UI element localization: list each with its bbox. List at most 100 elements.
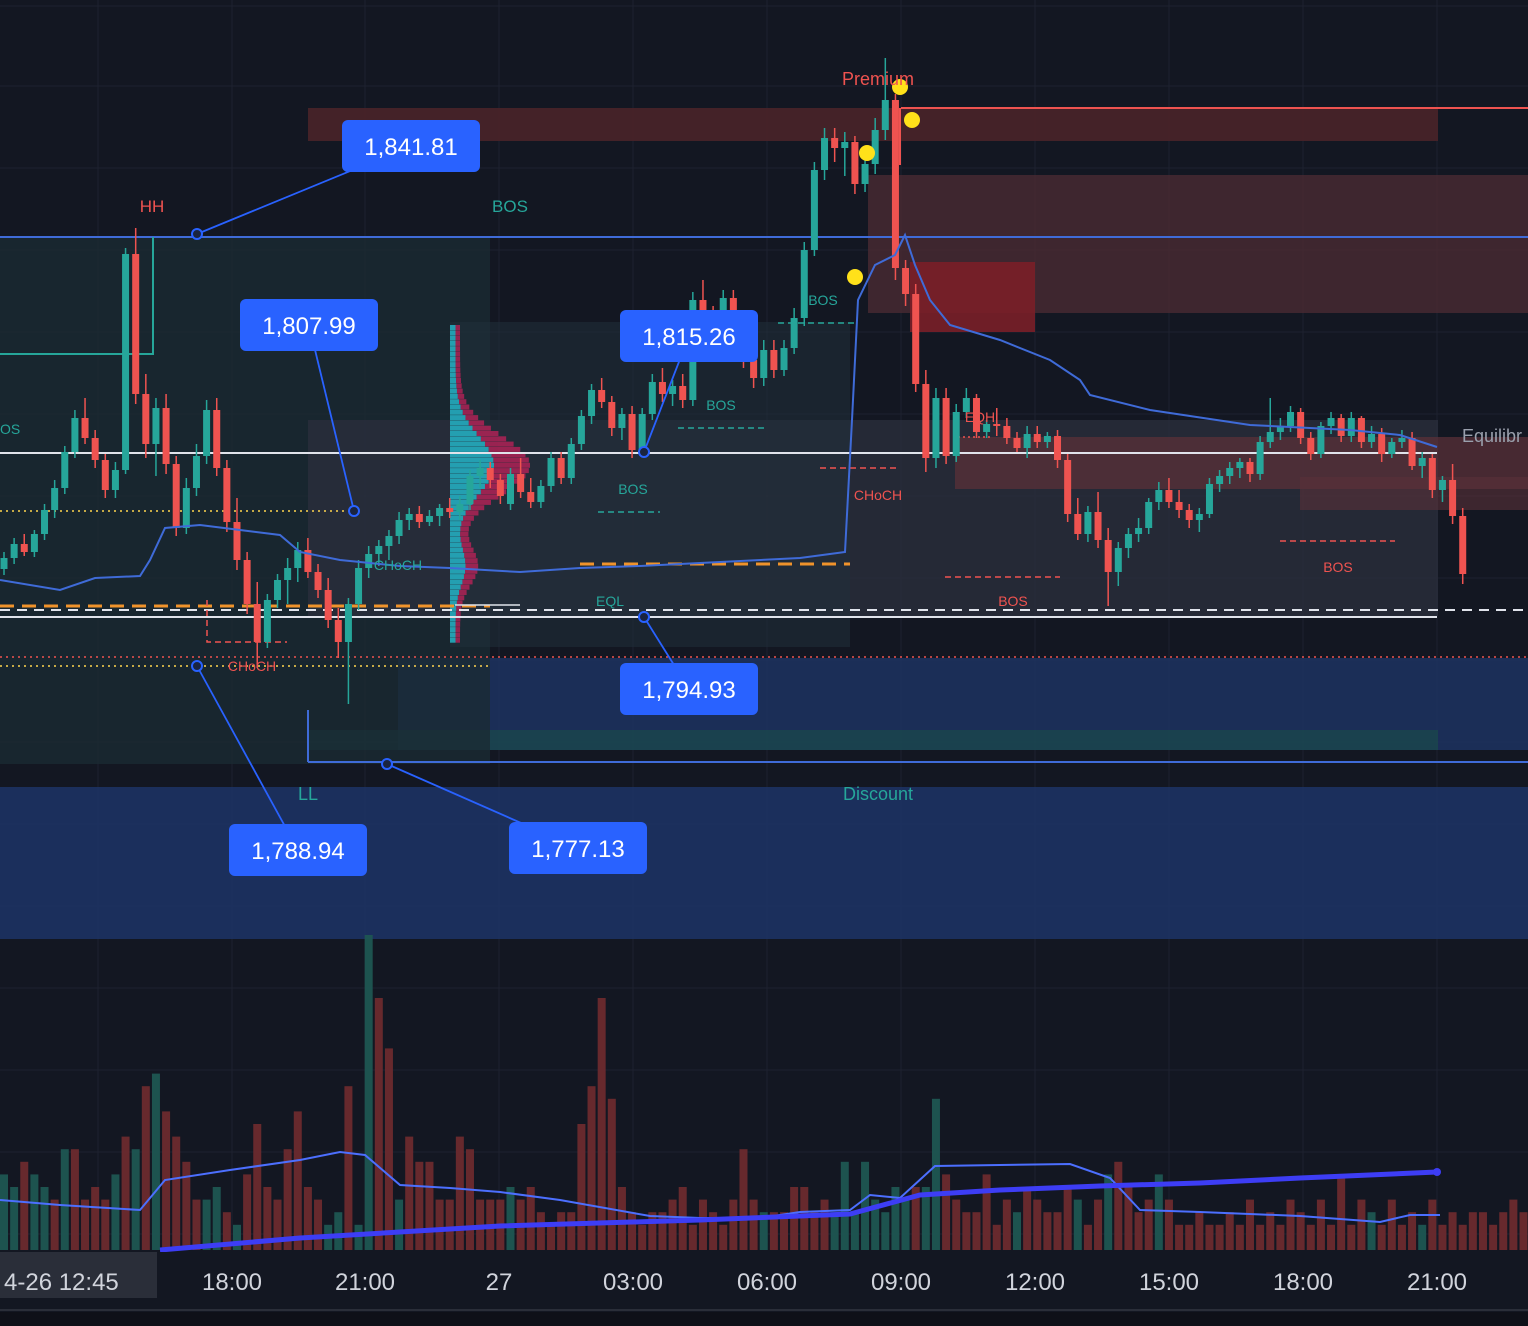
volume-bar bbox=[638, 1224, 647, 1250]
candle-body bbox=[1114, 548, 1122, 572]
candle-body bbox=[355, 568, 363, 604]
candle-body bbox=[942, 398, 950, 456]
volume-bar bbox=[354, 1224, 363, 1250]
volume-bar bbox=[1013, 1212, 1021, 1250]
time-tick-label: 12:00 bbox=[1005, 1269, 1065, 1296]
volume-profile-bar-up bbox=[450, 378, 457, 383]
candle-body bbox=[891, 100, 899, 268]
swing-high-dot bbox=[904, 112, 920, 128]
volume-bar bbox=[1296, 1212, 1305, 1250]
candle-body bbox=[365, 554, 373, 568]
candle-body bbox=[1124, 534, 1132, 548]
volume-bar bbox=[1448, 1212, 1457, 1250]
volume-profile-bar-down bbox=[455, 356, 461, 362]
volume-profile-bar-down bbox=[491, 452, 526, 458]
candle-body bbox=[1449, 480, 1457, 516]
price-callouts: 1,841.81 1,807.99 1,815.26 1,794.93 1,788.94… bbox=[191, 120, 758, 876]
volume-profile-bar-down bbox=[463, 515, 474, 521]
candle-body bbox=[760, 350, 768, 378]
discount-label: Discount bbox=[843, 784, 913, 804]
choch-label-left: CHoCH bbox=[228, 658, 276, 674]
volume-bar bbox=[253, 1124, 262, 1250]
volume-bar bbox=[901, 1199, 910, 1250]
volume-profile-bar-up bbox=[450, 404, 461, 410]
candle-body bbox=[466, 476, 474, 504]
volume-bar bbox=[1519, 1212, 1528, 1250]
volume-bar bbox=[536, 1212, 545, 1250]
candle-body bbox=[1266, 432, 1274, 442]
callout-leader bbox=[196, 665, 299, 851]
candle-body bbox=[618, 414, 626, 428]
candle-body bbox=[1226, 468, 1234, 476]
volume-profile-bar-down bbox=[460, 404, 470, 410]
volume-bar bbox=[1073, 1199, 1082, 1250]
volume-bar bbox=[1083, 1224, 1092, 1250]
volume-profile-bar-down bbox=[461, 521, 471, 527]
volume-profile-bar-down bbox=[472, 425, 491, 431]
volume-profile-bar-down bbox=[455, 346, 461, 352]
volume-profile-bar-up bbox=[450, 340, 456, 346]
candle-body bbox=[1357, 418, 1365, 442]
volume-bar bbox=[617, 1187, 626, 1250]
time-tick-label: 03:00 bbox=[603, 1269, 663, 1296]
candle-body bbox=[1135, 528, 1143, 534]
volume-profile-bar-down bbox=[455, 330, 461, 336]
candle-body bbox=[1074, 514, 1082, 534]
volume-bar bbox=[1316, 1199, 1325, 1250]
candle-body bbox=[375, 546, 383, 554]
volume-bar bbox=[850, 1212, 859, 1250]
volume-profile-bar-up bbox=[450, 510, 466, 516]
volume-bar bbox=[1154, 1174, 1163, 1250]
price-callout-box bbox=[240, 299, 378, 351]
candle-body bbox=[1459, 516, 1467, 574]
time-axis-background bbox=[0, 1252, 1528, 1310]
volume-bar bbox=[982, 1174, 991, 1250]
volume-bar bbox=[911, 1187, 920, 1250]
candle-body bbox=[1388, 442, 1396, 454]
demand-zone-teal bbox=[308, 730, 1438, 750]
volume-profile-bar-up bbox=[450, 367, 456, 373]
candle-body bbox=[1398, 438, 1406, 442]
candle-body bbox=[122, 254, 130, 470]
callout-leader bbox=[308, 324, 355, 512]
volume-bar bbox=[1134, 1212, 1143, 1250]
price-callout-text: 1,841.81 bbox=[364, 134, 457, 161]
volume-profile-bar-down bbox=[459, 590, 467, 595]
candle-body bbox=[253, 604, 261, 642]
candle-body bbox=[658, 382, 666, 394]
candle-body bbox=[1023, 434, 1031, 448]
volume-profile-bar-down bbox=[465, 568, 478, 574]
volume-profile-bar-down bbox=[488, 478, 521, 484]
volume-profile-bar-up bbox=[450, 579, 463, 585]
candle-body bbox=[1378, 434, 1386, 454]
candle-body bbox=[557, 458, 565, 478]
time-axis[interactable]: 4-26 12:45 18:00 21:00 27 03:00 06:00 09:00 12:… bbox=[0, 1252, 1528, 1326]
candle-body bbox=[902, 268, 910, 294]
volume-bar bbox=[1468, 1212, 1477, 1250]
candle-body bbox=[699, 300, 707, 312]
candle-body bbox=[841, 142, 849, 148]
volume-bar bbox=[597, 998, 606, 1250]
candle-body bbox=[912, 294, 920, 384]
time-tick-label: 06:00 bbox=[737, 1269, 797, 1296]
volume-profile-bar-down bbox=[456, 383, 462, 389]
volume-profile-bar-down bbox=[465, 415, 479, 421]
volume-profile-bar-down bbox=[457, 595, 465, 601]
volume-profile-bar-down bbox=[456, 378, 461, 383]
volume-profile-bar-down bbox=[480, 489, 507, 495]
volume-bar bbox=[263, 1187, 272, 1250]
candle-body bbox=[142, 394, 150, 444]
candle-body bbox=[1003, 426, 1011, 438]
volume-profile-bar-up bbox=[450, 568, 466, 574]
volume-bar bbox=[283, 1149, 292, 1250]
volume-bar bbox=[962, 1212, 971, 1250]
price-callout-box bbox=[620, 663, 758, 715]
price-callout-box bbox=[509, 822, 647, 874]
price-callout-text: 1,807.99 bbox=[262, 313, 355, 340]
hh-label: HH bbox=[140, 197, 165, 216]
structure-labels: HH BOS OS CHoCH CHoCH BOS BOS BOS EQL CHoCH EQH BOS… bbox=[0, 69, 1522, 804]
volume-bar bbox=[1428, 1199, 1437, 1250]
volume-profile-bar-up bbox=[450, 494, 477, 500]
choch-label-left-teal: CHoCH bbox=[374, 557, 422, 573]
